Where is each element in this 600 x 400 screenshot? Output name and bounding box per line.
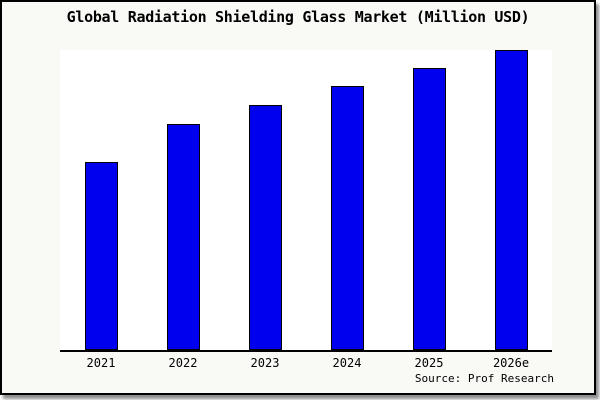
bar-2024 xyxy=(330,86,364,350)
source-label: Source: Prof Research xyxy=(414,372,554,385)
bars xyxy=(60,50,552,350)
x-tick-label-2021: 2021 xyxy=(86,356,116,370)
bar-2021 xyxy=(84,161,118,350)
plot-area xyxy=(60,50,552,352)
bar-2025 xyxy=(412,68,446,350)
x-tick-label-2022: 2022 xyxy=(168,356,198,370)
chart-title: Global Radiation Shielding Glass Market … xyxy=(66,8,530,26)
x-tick-label-2023: 2023 xyxy=(250,356,280,370)
bar-2022 xyxy=(166,124,200,350)
x-axis-labels: 2021 2022 2023 2024 2025 2026e xyxy=(60,356,552,370)
x-tick-label-2025: 2025 xyxy=(414,356,444,370)
bar-2023 xyxy=(248,105,282,350)
bar-2026e xyxy=(494,50,528,350)
x-tick-label-2024: 2024 xyxy=(332,356,362,370)
x-tick-label-2026e: 2026e xyxy=(492,356,530,370)
